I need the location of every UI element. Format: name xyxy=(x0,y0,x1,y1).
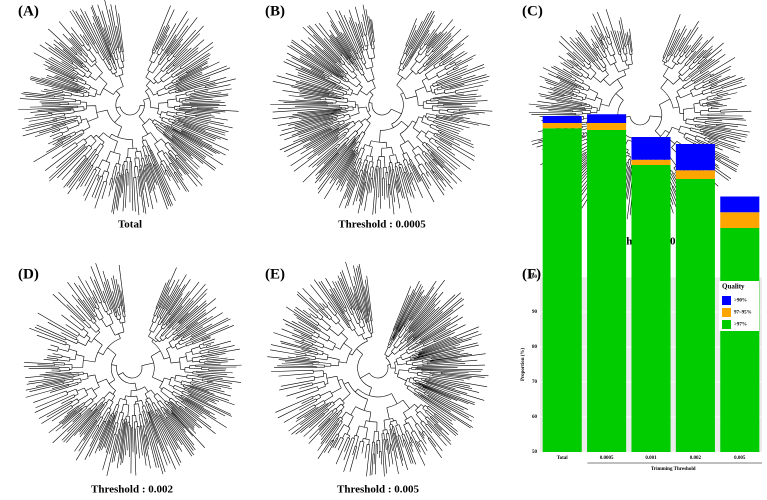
y-tick-label: 90 xyxy=(532,310,538,315)
x-tick-label: Total xyxy=(557,456,569,461)
bar-segment xyxy=(675,170,715,179)
bar-segment xyxy=(542,116,582,123)
bar-segment xyxy=(587,130,627,452)
legend-label: 97~95% xyxy=(734,311,752,316)
panel-caption: Total xyxy=(118,219,142,231)
bar-segment xyxy=(542,128,582,452)
tree-branch xyxy=(270,4,493,215)
panel-caption: Threshold : 0.002 xyxy=(91,484,174,496)
bar-segment xyxy=(631,159,671,165)
panel-label: (E) xyxy=(265,266,285,282)
panel-label: (A) xyxy=(18,3,39,19)
tree-branch xyxy=(23,263,242,477)
bar-segment xyxy=(542,123,582,129)
legend-label: >97% xyxy=(734,323,747,328)
panel-label: (F) xyxy=(522,266,541,282)
panel-caption: Threshold : 0.0005 xyxy=(338,219,426,231)
y-tick-label: 50 xyxy=(532,450,538,455)
y-tick-label: 60 xyxy=(532,415,538,420)
bar-segment xyxy=(631,137,671,160)
x-tick-label: 0.001 xyxy=(645,456,657,461)
bar-segment xyxy=(675,144,715,171)
panel-label: (D) xyxy=(18,266,39,282)
bar-segment xyxy=(720,196,760,213)
panel-label: (B) xyxy=(265,3,285,19)
bar-segment xyxy=(720,228,760,452)
panel-label: (C) xyxy=(522,3,543,19)
y-tick-label: 80 xyxy=(532,345,538,350)
y-axis-label: Proportion (%) xyxy=(521,348,526,381)
legend-swatch xyxy=(722,308,731,317)
legend-label: >90% xyxy=(734,299,747,304)
bar-segment xyxy=(631,165,671,452)
legend-title: Quality xyxy=(722,283,745,291)
x-tick-label: 0.0005 xyxy=(600,456,614,461)
y-tick-label: 100 xyxy=(530,275,538,280)
x-tick-label: 0.002 xyxy=(690,456,702,461)
panel-caption: Threshold : 0.005 xyxy=(337,484,420,496)
bar-segment xyxy=(587,123,627,130)
x-tick-label: 0.005 xyxy=(734,456,746,461)
bar-segment xyxy=(587,114,627,123)
bar-segment xyxy=(720,212,760,228)
tree-branch xyxy=(267,261,489,477)
legend-swatch xyxy=(722,320,731,329)
legend-swatch xyxy=(722,296,731,305)
x-axis-label: Trimming Threshold xyxy=(651,467,696,472)
y-tick-label: 70 xyxy=(532,380,538,385)
bar-segment xyxy=(675,179,715,452)
tree-branch xyxy=(18,0,239,216)
